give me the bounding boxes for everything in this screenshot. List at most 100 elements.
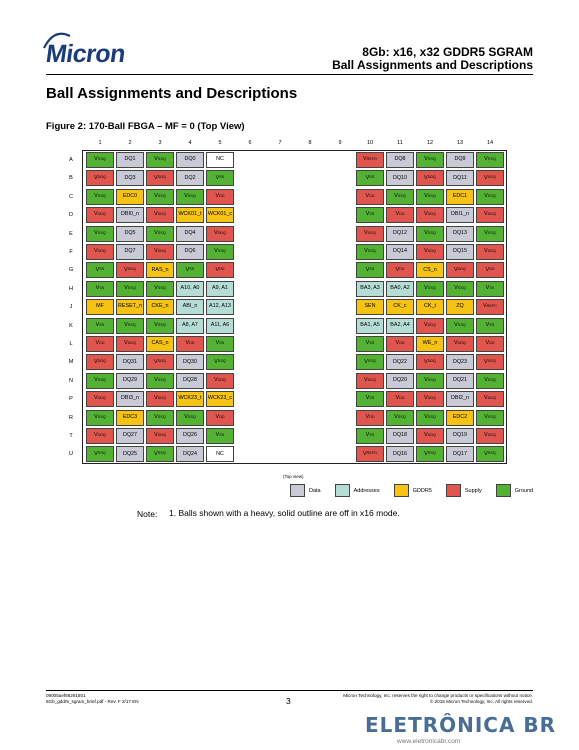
micron-logo: Micron: [43, 32, 127, 69]
ball-L3: CAS_n: [146, 336, 174, 352]
row-label: M: [68, 359, 74, 366]
column-number: 7: [278, 140, 282, 146]
column-number: 1: [98, 140, 102, 146]
ball-D12: V DDQ: [416, 207, 444, 224]
ball-N3: V SSQ: [146, 372, 174, 389]
ball-U11: DQ16: [386, 446, 414, 463]
ball-G11: V DD: [386, 262, 414, 279]
row-label: N: [69, 377, 73, 384]
ball-E5: V DDQ: [206, 225, 234, 242]
ball-L5: V SS: [206, 336, 234, 352]
column-number: 10: [366, 140, 374, 146]
ball-A13: DQ9: [446, 152, 474, 168]
ball-grid-frame: [82, 150, 507, 464]
ball-D13: DBI1_n: [446, 207, 474, 224]
column-number: 5: [218, 140, 222, 146]
ball-L14: V DD: [476, 336, 504, 352]
ball-P11: V DD: [386, 391, 414, 408]
ball-M12: V DDQ: [416, 354, 444, 371]
legend-swatch-addresses: [334, 484, 350, 497]
ball-T5: V SS: [206, 428, 234, 444]
ball-P4: WCK23_t: [176, 391, 204, 408]
ball-G13: V DDQ: [446, 262, 474, 279]
row-label: U: [69, 451, 73, 458]
ball-J12: CK_t: [416, 299, 444, 316]
ball-L10: V SS: [356, 336, 384, 352]
ball-J1: MF: [86, 299, 114, 316]
ball-J10: SEN: [356, 299, 384, 316]
ball-F3: V DDQ: [146, 244, 174, 260]
page-number: 3: [286, 696, 291, 706]
legend-label-gddr5: GDDR5: [412, 487, 432, 494]
ball-D10: V SS: [356, 207, 384, 224]
ball-E10: V DDQ: [356, 225, 384, 242]
row-label: J: [69, 304, 73, 311]
ball-R3: V SSQ: [146, 409, 174, 426]
ball-T3: V DDQ: [146, 428, 174, 444]
ball-C5: V DD: [206, 188, 234, 205]
ball-H11: BA0, A2: [386, 280, 414, 297]
ball-R2: EDC3: [116, 409, 144, 426]
ball-F14: V DDQ: [476, 244, 504, 260]
ball-N14: V SSQ: [476, 372, 504, 389]
footer-right: Micron Technology, Inc. reserves the rig…: [343, 693, 533, 705]
note-text: 1. Balls shown with a heavy, solid outli…: [169, 508, 400, 518]
row-label: B: [69, 175, 73, 182]
ball-K1: V SS: [86, 317, 114, 334]
legend-label-supply: Supply: [464, 487, 482, 494]
ball-U1: V SSQ: [86, 446, 114, 463]
ball-T10: V SS: [356, 428, 384, 444]
footer-copyright: © 2015 Micron Technology, Inc. All right…: [429, 699, 533, 704]
row-label: H: [69, 285, 73, 292]
ball-D3: V DDQ: [146, 207, 174, 224]
row-label: T: [69, 433, 73, 439]
ball-E14: V SSQ: [476, 225, 504, 242]
ball-T1: V DDQ: [86, 428, 114, 444]
ball-M13: DQ23: [446, 354, 474, 371]
ball-H13: V SSQ: [446, 280, 474, 297]
ball-C1: V SSQ: [86, 188, 114, 205]
ball-F1: V DDQ: [86, 244, 114, 260]
ball-P1: V DDQ: [86, 391, 114, 408]
ball-U14: V SSQ: [476, 446, 504, 463]
ball-P2: DBI3_n: [116, 391, 144, 408]
ball-K3: V SSQ: [146, 317, 174, 334]
ball-C13: EDC1: [446, 188, 474, 205]
ball-H14: V SS: [476, 280, 504, 297]
ball-L12: WE_n: [416, 336, 444, 352]
ball-D1: V DDQ: [86, 207, 114, 224]
column-number: 2: [128, 140, 132, 146]
ball-R5: V DD: [206, 409, 234, 426]
ball-R13: EDC2: [446, 409, 474, 426]
ball-C14: V SSQ: [476, 188, 504, 205]
ball-T2: DQ27: [116, 428, 144, 444]
ball-F13: DQ15: [446, 244, 474, 260]
ball-D14: V DDQ: [476, 207, 504, 224]
ball-G14: V DD: [476, 262, 504, 279]
ball-H3: V SSQ: [146, 280, 174, 297]
ball-N5: V DDQ: [206, 372, 234, 389]
ball-R1: V SSQ: [86, 409, 114, 426]
ball-T13: DQ19: [446, 428, 474, 444]
ball-D11: V DD: [386, 207, 414, 224]
ball-K12: V DDQ: [416, 317, 444, 334]
ball-D2: DBI0_n: [116, 207, 144, 224]
ball-G4: V SS: [176, 262, 204, 279]
ball-J11: CK_c: [386, 299, 414, 316]
legend-swatch-data: [290, 484, 305, 497]
ball-B5: V SS: [206, 170, 234, 187]
header-title: 8Gb: x16, x32 GDDR5 SGRAM Ball Assignmen…: [332, 46, 533, 72]
ball-J5: A12, A13: [206, 299, 234, 316]
legend-swatch-gddr5: [393, 484, 409, 497]
ball-H12: V SSQ: [416, 280, 444, 297]
ball-R10: V DD: [356, 409, 384, 426]
ball-U4: DQ24: [176, 446, 204, 463]
ball-A3: V SSQ: [146, 152, 174, 168]
ball-A2: DQ1: [116, 152, 144, 168]
ball-B4: DQ2: [176, 170, 204, 187]
ball-N13: DQ21: [446, 372, 474, 389]
ball-B14: V DDQ: [476, 170, 504, 187]
ball-P10: V SS: [356, 391, 384, 408]
ball-U12: V SSQ: [416, 446, 444, 463]
ball-K2: V SSQ: [116, 317, 144, 334]
